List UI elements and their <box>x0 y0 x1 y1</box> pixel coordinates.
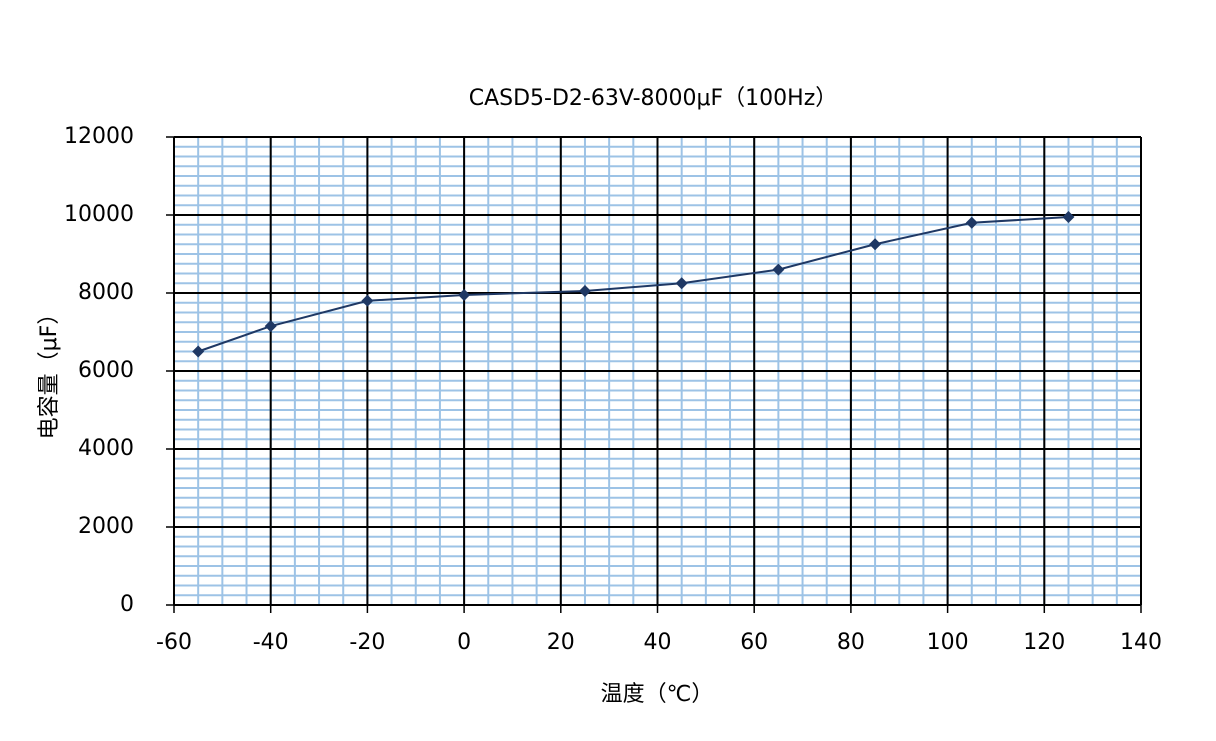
line <box>197 215 1069 353</box>
y-tick-label: 8000 <box>78 280 134 305</box>
y-tick-label: 4000 <box>78 436 134 461</box>
x-tick-label: 40 <box>644 630 672 655</box>
marker <box>578 285 591 298</box>
x-tick-label: 20 <box>547 630 575 655</box>
y-tick-label: 10000 <box>64 202 134 227</box>
y-tick-label: 0 <box>120 592 134 617</box>
marker <box>264 320 277 333</box>
x-tick-label: -20 <box>349 630 385 655</box>
marker <box>772 263 785 276</box>
y-tick-label: 6000 <box>78 358 134 383</box>
marker <box>869 238 882 251</box>
x-tick-label: 140 <box>1120 630 1162 655</box>
y-tick-label: 2000 <box>78 514 134 539</box>
y-tick-label: 12000 <box>64 124 134 149</box>
x-tick-label: 100 <box>927 630 969 655</box>
x-tick-label: -40 <box>253 630 289 655</box>
x-axis-title: 温度（℃） <box>601 682 714 707</box>
x-tick-label: 80 <box>837 630 865 655</box>
chart-title: CASD5-D2-63V-8000μF（100Hz） <box>469 86 838 111</box>
y-axis-title: 电容量（μF） <box>37 303 62 440</box>
x-tick-label: 0 <box>457 630 471 655</box>
marker <box>361 294 374 307</box>
x-tick-label: -60 <box>156 630 192 655</box>
marker <box>192 345 205 358</box>
x-tick-label: 120 <box>1023 630 1065 655</box>
x-tick-label: 60 <box>740 630 768 655</box>
marker <box>458 288 471 301</box>
marker <box>675 277 688 290</box>
marker <box>965 216 978 229</box>
marker <box>1062 210 1075 223</box>
